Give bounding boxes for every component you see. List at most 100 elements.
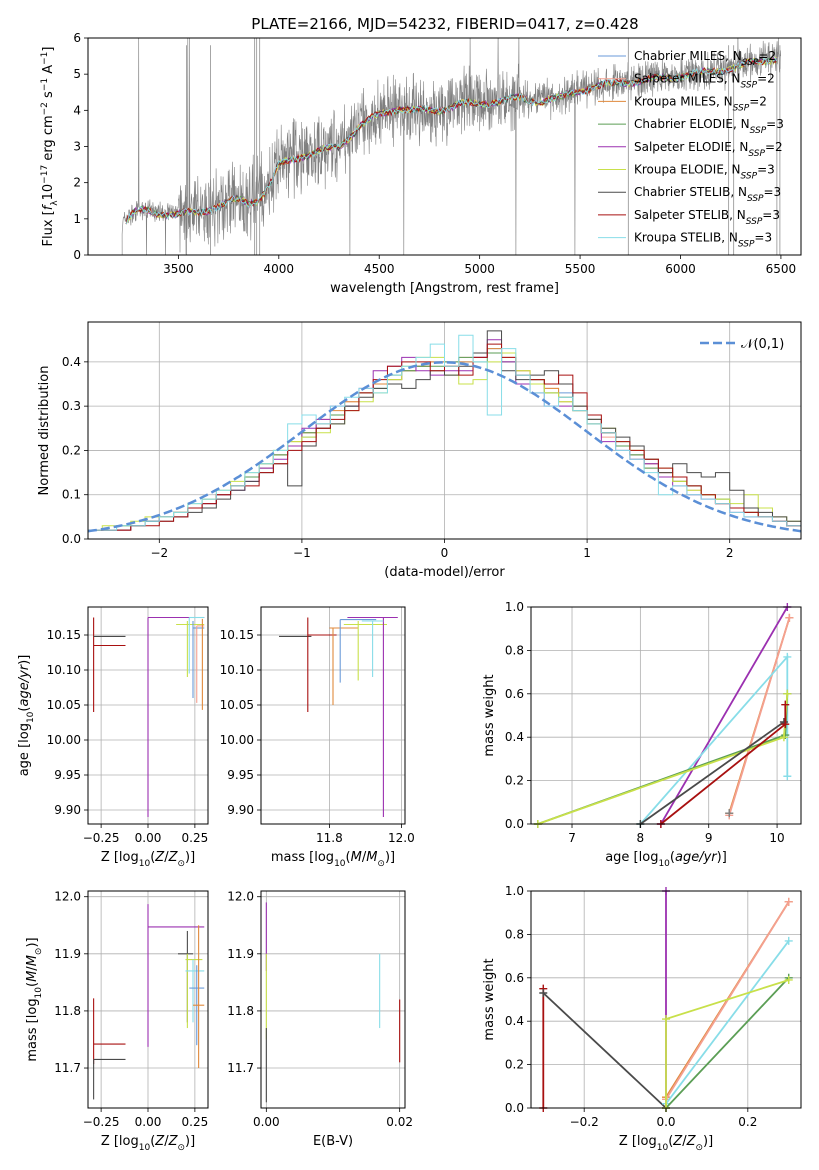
label-part: 10 (658, 859, 670, 869)
y-tick-label: 10.15 (220, 628, 254, 642)
label-part: (data-model)/error (384, 565, 505, 580)
label-part: f (41, 203, 56, 210)
y-tick-label: 3 (73, 140, 81, 154)
legend-label: Chabrier ELODIE, NSSP=3 (634, 117, 784, 136)
label-part: mass [log (271, 850, 334, 865)
x-tick-label: 0.25 (182, 831, 209, 845)
x-tick-label: −0.2 (570, 1115, 599, 1129)
label-part: Z (154, 850, 165, 865)
label-part: Salpeter ELODIE, N (634, 140, 748, 154)
mass-weight-line (728, 617, 791, 816)
label-part: s (41, 91, 56, 102)
y-axis-label: mass weight (482, 958, 497, 1040)
x-tick-label: 4500 (364, 262, 395, 276)
mass-weight-line (660, 606, 789, 825)
mass-weight-line (537, 693, 789, 825)
residual-histogram-panel: −2 −1 0 1 2 0.0 0.1 0.2 0.3 0.4 (data-model)/error… (37, 321, 802, 580)
label-part: M (366, 850, 377, 865)
label-part: )] (25, 937, 40, 947)
label-part: Salpeter MILES, N (634, 72, 741, 86)
axes-frame (530, 890, 802, 1109)
label-part: ( (150, 850, 155, 865)
label-part: −17 (40, 165, 50, 184)
label-part: SSP (746, 217, 763, 227)
label-part: ( (346, 850, 351, 865)
label-part: Kroupa STELIB, N (634, 231, 738, 245)
label-part: Chabrier ELODIE, N (634, 117, 750, 131)
y-tick-label: 0.0 (505, 1101, 524, 1115)
label-part: ⊙ (34, 948, 44, 956)
label-part: =3 (762, 208, 780, 222)
label-part: E(B-V) (313, 1134, 353, 1149)
legend-label: Salpeter MILES, NSSP=2 (634, 72, 775, 91)
mass-weight-marker (725, 809, 734, 818)
label-part: Flux [ (41, 210, 56, 246)
plot-area (539, 887, 793, 1112)
y-tick-label: 5 (73, 67, 81, 81)
label-part: )] (185, 1134, 195, 1149)
x-axis-label: E(B-V) (313, 1134, 353, 1149)
mass-weight-marker (662, 1015, 670, 1024)
y-tick-label: 10.10 (47, 663, 81, 677)
y-tick-label: 10.00 (220, 733, 254, 747)
x-tick-label: 1 (583, 546, 591, 560)
label-part: SSP (748, 149, 765, 159)
mass-weight-marker (783, 652, 792, 661)
x-axis-label: Z [log10(Z/Z⊙)] (101, 850, 195, 869)
y-axis-label: mass weight (482, 674, 497, 756)
label-part: age/yr (17, 663, 32, 706)
y-tick-label: 9.90 (54, 803, 81, 817)
label-part: Z [log (101, 850, 139, 865)
model-spectrum-line (125, 57, 778, 225)
mass-weight-line (537, 693, 789, 825)
legend-label: Kroupa ELODIE, NSSP=3 (634, 163, 775, 182)
y-tick-label: 11.7 (227, 1061, 254, 1075)
plot-area (87, 330, 802, 533)
y-tick-label: 0.8 (505, 927, 524, 941)
x-tick-label: −0.25 (83, 1115, 120, 1129)
y-tick-label: 9.90 (227, 803, 254, 817)
legend-label: Kroupa STELIB, NSSP=3 (634, 231, 772, 250)
mass-weight-marker (779, 733, 788, 742)
label-part: Z (686, 1134, 697, 1149)
y-tick-label: 11.7 (54, 1061, 81, 1075)
plot-area (93, 904, 205, 1100)
label-part: Z (168, 1134, 179, 1149)
label-part: mass weight (482, 958, 497, 1040)
label-part: age/yr (675, 850, 718, 865)
label-part: 10 (334, 859, 346, 869)
x-axis-label: Z [log10(Z/Z⊙)] (101, 1134, 195, 1153)
label-part: ( (25, 982, 40, 987)
y-tick-label: 0.1 (62, 488, 81, 502)
label-part: 10 (139, 859, 151, 869)
label-part: 10 (41, 184, 56, 201)
y-tick-label: 2 (73, 176, 81, 190)
label-part: / (164, 850, 169, 865)
mass-vs-ebv-panel: 0.00 0.02 11.7 11.8 11.9 12.0 E(B-V) (227, 890, 413, 1149)
label-part: ⊙ (177, 859, 185, 869)
x-tick-label: 0.02 (386, 1115, 413, 1129)
mass-weight-marker (781, 700, 790, 709)
axes-frame (530, 606, 802, 825)
x-axis-label: (data-model)/error (384, 565, 505, 580)
y-tick-label: 0.0 (505, 817, 524, 831)
label-part: ( (17, 707, 32, 712)
x-tick-label: 7 (568, 831, 576, 845)
age-vs-mass-panel: 11.8 12.0 9.90 9.95 10.00 10.05 10.10 10.15 mass… (220, 606, 415, 869)
x-tick-label: 6500 (766, 262, 797, 276)
plot-area (93, 616, 205, 817)
label-part: ⊙ (695, 1143, 703, 1153)
label-part: Normed distribution (37, 366, 52, 496)
label-part: =3 (766, 117, 784, 131)
label-part: Z (168, 850, 179, 865)
label-part: 10 (26, 711, 36, 723)
x-tick-label: 0.00 (253, 1115, 280, 1129)
x-tick-label: 0.00 (135, 831, 162, 845)
label-part: SSP (742, 58, 759, 68)
x-tick-label: 9 (705, 831, 713, 845)
axes-frame (260, 890, 406, 1109)
x-tick-label: 12.0 (388, 831, 415, 845)
label-part: =2 (758, 49, 776, 63)
y-tick-label: 9.95 (227, 768, 254, 782)
x-tick-label: 3500 (163, 262, 194, 276)
